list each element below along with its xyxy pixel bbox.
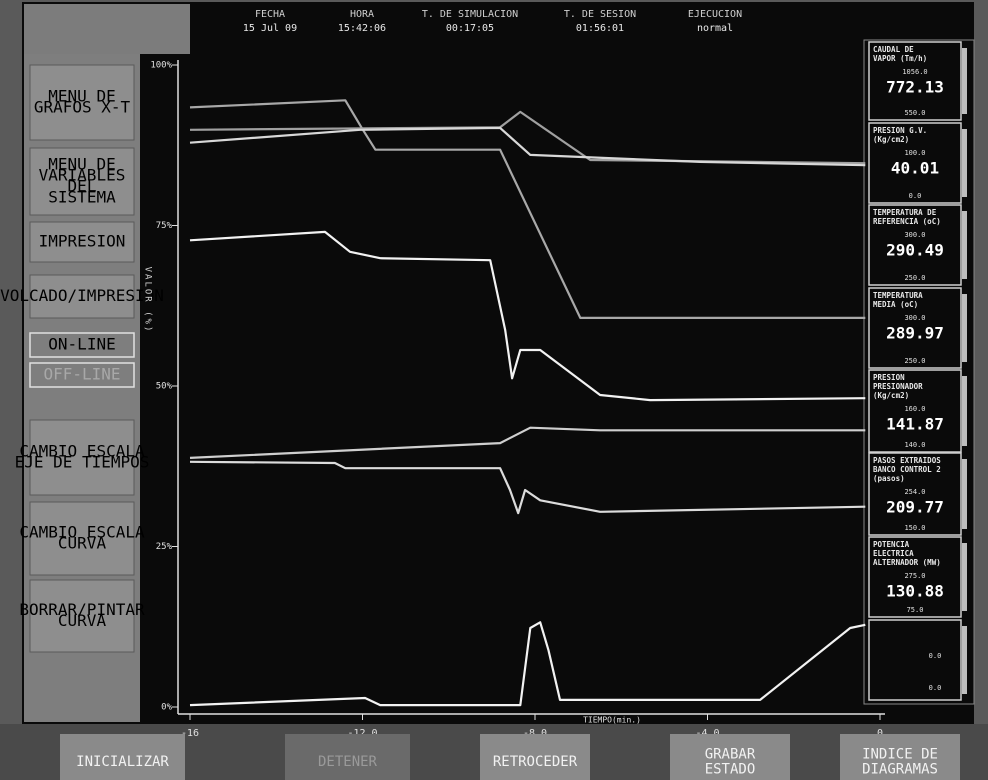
indicator-value: 772.13: [886, 78, 944, 97]
header-value: 01:56:01: [576, 23, 624, 34]
indicator-bar: [962, 211, 967, 279]
page: { "header": {"fields": [ {"label": "FECH…: [0, 0, 988, 780]
indicator-title: BANCO CONTROL 2: [873, 465, 941, 474]
header-value: normal: [697, 23, 733, 34]
y-tick-label: 100%: [150, 61, 172, 71]
indicator-value: 130.88: [886, 582, 944, 601]
indicator-title: TEMPERATURA: [873, 291, 923, 300]
button-label: CURVA: [58, 534, 107, 553]
button-label: VOLCADO/IMPRESION: [0, 286, 164, 305]
monitor-screen: [22, 2, 974, 724]
button-label: ON-LINE: [48, 335, 115, 354]
indicator-bar: [962, 376, 967, 446]
x-axis-title: TIEMPO(min.): [583, 716, 641, 725]
indicator-title: ALTERNADOR (MW): [873, 558, 941, 567]
indicator-max: 160.0: [904, 405, 925, 413]
bottom-button[interactable]: DETENER: [285, 734, 410, 780]
indicator-value: 209.77: [886, 498, 944, 517]
indicator-title: PRESION: [873, 373, 905, 382]
indicator-max: 1056.0: [902, 68, 927, 76]
button-label: IMPRESION: [39, 232, 126, 251]
header-label: T. DE SESION: [564, 9, 636, 20]
indicator-min: 0.0: [929, 684, 942, 692]
indicator-title: PASOS EXTRAIDOS: [873, 456, 941, 465]
indicator-max: 0.0: [929, 652, 942, 660]
indicator-min: 250.0: [904, 274, 925, 282]
header-value: 00:17:05: [446, 23, 494, 34]
button-label: GRABAR: [705, 747, 756, 763]
button-label: SISTEMA: [48, 188, 116, 207]
indicator-title: VAPOR (Tm/h): [873, 54, 927, 63]
indicator-bar: [962, 48, 967, 114]
button-label: DIAGRAMAS: [862, 762, 938, 778]
indicator-min: 550.0: [904, 109, 925, 117]
indicator-value: 40.01: [891, 159, 939, 178]
indicator-title: MEDIA (oC): [873, 300, 918, 309]
bottom-button[interactable]: RETROCEDER: [480, 734, 590, 780]
bottom-button[interactable]: INICIALIZAR: [60, 734, 185, 780]
header-value: 15:42:06: [338, 23, 386, 34]
indicator-title: PRESIONADOR: [873, 382, 923, 391]
indicator-min: 75.0: [907, 606, 924, 614]
indicator-bar: [962, 294, 967, 362]
indicator-value: 289.97: [886, 324, 944, 343]
button-label: DETENER: [318, 754, 378, 770]
button-label: EJE DE TIEMPOS: [15, 453, 150, 472]
header-label: HORA: [350, 9, 374, 20]
indicator-title: TEMPERATURA DE: [873, 208, 937, 217]
header-label: EJECUCION: [688, 9, 742, 20]
indicator-min: 140.0: [904, 441, 925, 449]
button-label: RETROCEDER: [493, 754, 578, 770]
button-label: ESTADO: [705, 762, 756, 778]
indicator-max: 100.0: [904, 149, 925, 157]
indicator-title: POTENCIA: [873, 540, 910, 549]
indicator-max: 300.0: [904, 231, 925, 239]
button-label: OFF-LINE: [43, 365, 120, 384]
indicator-max: 254.0: [904, 488, 925, 496]
indicator-min: 150.0: [904, 524, 925, 532]
indicator-title: PRESION G.V.: [873, 126, 927, 135]
indicator-max: 275.0: [904, 572, 925, 580]
indicator-min: 250.0: [904, 357, 925, 365]
y-tick-label: 0%: [161, 703, 172, 713]
button-label: GRAFOS X-T: [34, 98, 131, 117]
indicator-value: 141.87: [886, 415, 944, 434]
button-label: INDICE DE: [862, 747, 938, 763]
button-label: CURVA: [58, 611, 107, 630]
indicator-title: (Kg/cm2): [873, 135, 909, 144]
indicator-value: 290.49: [886, 241, 944, 260]
button-label: INICIALIZAR: [76, 754, 169, 770]
indicator-bar: [962, 459, 967, 529]
indicator-box: [869, 620, 961, 700]
indicator-min: 0.0: [909, 192, 922, 200]
screen: FECHA 15 Jul 09 HORA 15:42:06 T. DE SIMULACI…: [0, 0, 988, 780]
y-tick-label: 50%: [156, 382, 173, 392]
indicator-title: CAUDAL DE: [873, 45, 914, 54]
indicator-title: ELECTRICA: [873, 549, 914, 558]
indicator-bar: [962, 129, 967, 197]
indicator-title: (pasos): [873, 474, 905, 483]
indicator-title: REFERENCIA (oC): [873, 217, 941, 226]
header-value: 15 Jul 09: [243, 23, 297, 34]
y-tick-label: 75%: [156, 221, 173, 231]
header-left-panel: [24, 4, 190, 54]
indicator-title: (Kg/cm2): [873, 391, 909, 400]
header-label: T. DE SIMULACION: [422, 9, 518, 20]
indicator-max: 300.0: [904, 314, 925, 322]
y-axis-title: VALOR (%): [143, 267, 153, 334]
indicator-bar: [962, 543, 967, 611]
y-tick-label: 25%: [156, 542, 173, 552]
header-label: FECHA: [255, 9, 285, 20]
indicator-bar: [962, 626, 967, 694]
